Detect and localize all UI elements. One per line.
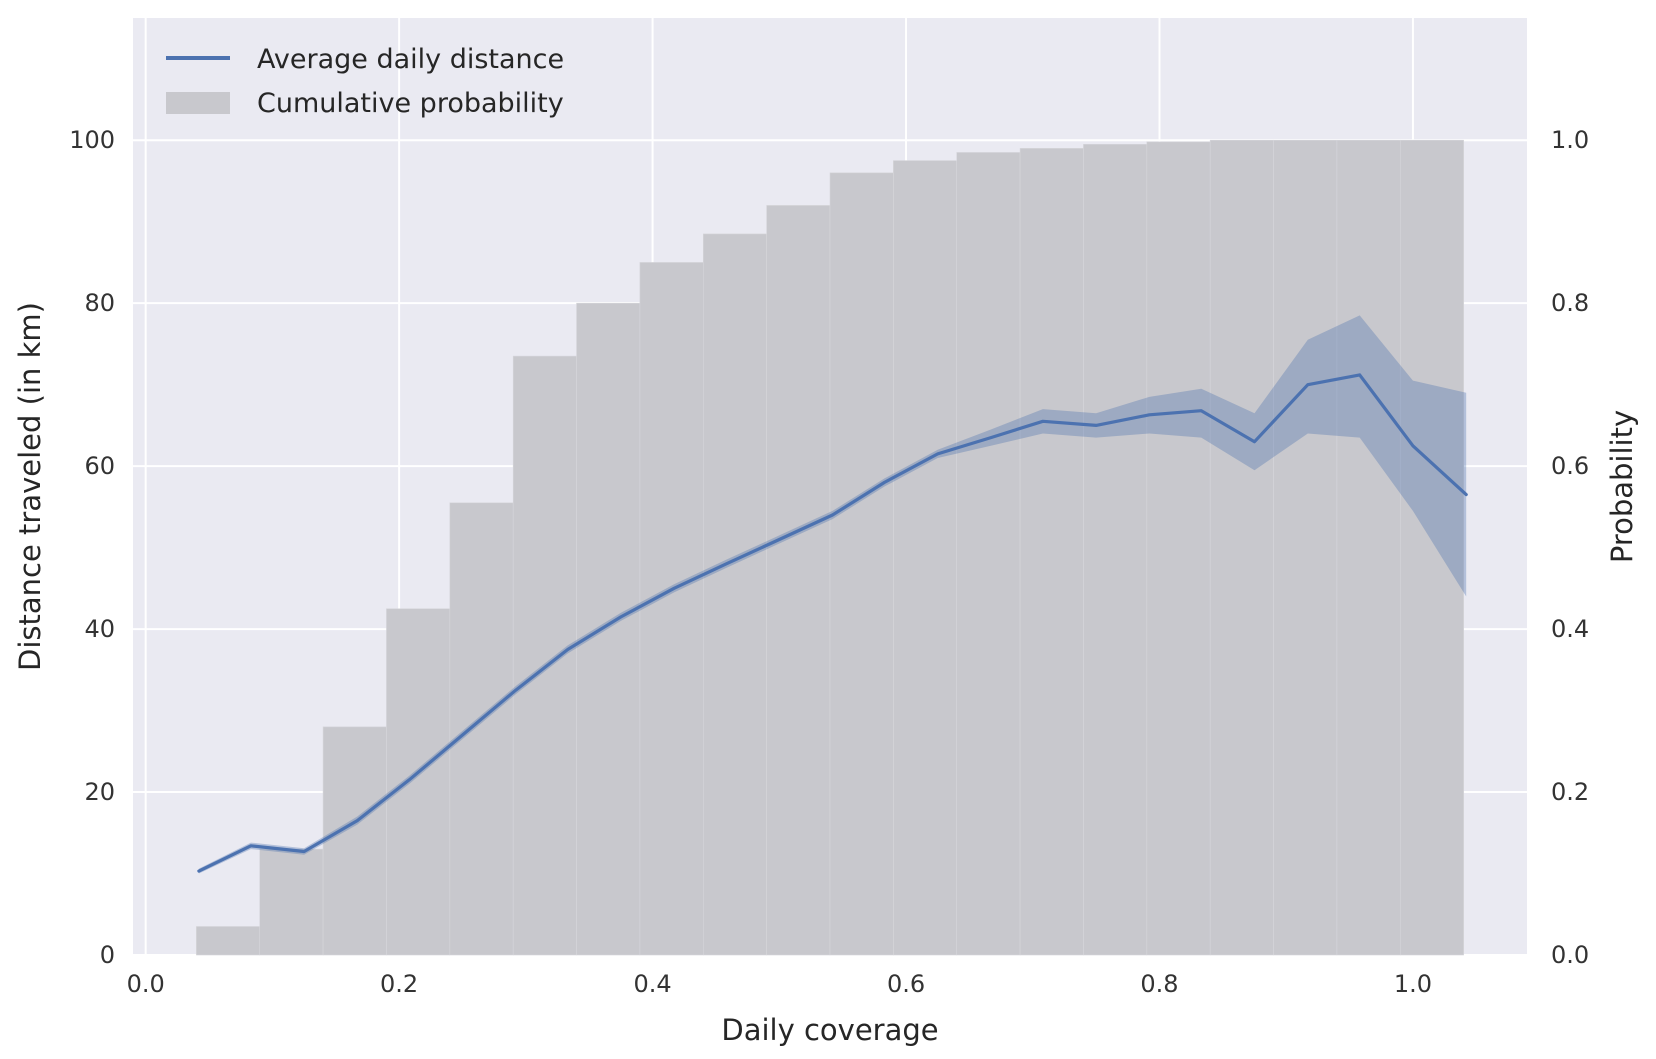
- legend-label-cumulative-probability: Cumulative probability: [257, 88, 564, 119]
- y-left-tick-label: 20: [84, 778, 115, 806]
- probability-bar: [1273, 139, 1338, 956]
- probability-bar: [512, 355, 577, 956]
- probability-bar: [829, 172, 894, 956]
- probability-bar: [259, 848, 324, 956]
- y-left-tick-label: 100: [69, 126, 115, 154]
- y-left-tick-label: 60: [84, 452, 115, 480]
- probability-bar: [702, 233, 767, 956]
- y-left-axis-ticks: 0 20 40 60 80 100: [69, 126, 115, 969]
- y-left-tick-label: 40: [84, 615, 115, 643]
- probability-bar: [1146, 141, 1211, 956]
- x-tick-label: 0.6: [887, 970, 925, 998]
- probability-bar: [1083, 143, 1148, 956]
- y-right-axis-ticks: 0.0 0.2 0.4 0.6 0.8 1.0: [1551, 126, 1589, 969]
- y-left-tick-label: 80: [84, 289, 115, 317]
- probability-bar: [196, 926, 261, 956]
- x-tick-label: 0.2: [380, 970, 418, 998]
- probability-bar: [576, 302, 641, 956]
- probability-bar: [639, 262, 704, 956]
- probability-bar: [1336, 139, 1401, 956]
- y-right-tick-label: 0.2: [1551, 778, 1589, 806]
- probability-bar: [322, 726, 387, 956]
- legend-label-average-daily-distance: Average daily distance: [257, 44, 564, 75]
- x-tick-label: 0.0: [127, 970, 165, 998]
- y-right-tick-label: 0.8: [1551, 289, 1589, 317]
- x-tick-label: 0.8: [1140, 970, 1178, 998]
- y-right-tick-label: 0.0: [1551, 941, 1589, 969]
- legend: Average daily distance Cumulative probab…: [166, 44, 564, 119]
- y-right-axis-title: Probability: [1605, 410, 1639, 563]
- confidence-band: [198, 315, 1467, 874]
- y-right-tick-label: 1.0: [1551, 126, 1589, 154]
- x-axis-ticks: 0.0 0.2 0.4 0.6 0.8 1.0: [127, 970, 1432, 998]
- probability-bar: [766, 205, 831, 956]
- x-tick-label: 0.4: [633, 970, 671, 998]
- probability-bar: [1399, 139, 1464, 956]
- probability-bar: [449, 502, 514, 956]
- y-right-tick-label: 0.4: [1551, 615, 1589, 643]
- legend-patch-swatch: [166, 92, 230, 114]
- probability-bar: [1019, 148, 1084, 956]
- cumulative-probability-bars: [196, 139, 1464, 956]
- average-distance-line: [197, 373, 1468, 873]
- probability-bar: [1209, 139, 1274, 956]
- probability-bar: [893, 160, 958, 956]
- probability-bar: [956, 152, 1021, 956]
- average-distance-line-group: [197, 373, 1468, 873]
- y-right-tick-label: 0.6: [1551, 452, 1589, 480]
- x-tick-label: 1.0: [1394, 970, 1432, 998]
- probability-bar: [386, 608, 451, 956]
- confidence-band-group: [198, 315, 1467, 874]
- y-left-tick-label: 0: [100, 941, 115, 969]
- y-left-axis-title: Distance traveled (in km): [13, 302, 47, 671]
- x-axis-title: Daily coverage: [721, 1013, 938, 1047]
